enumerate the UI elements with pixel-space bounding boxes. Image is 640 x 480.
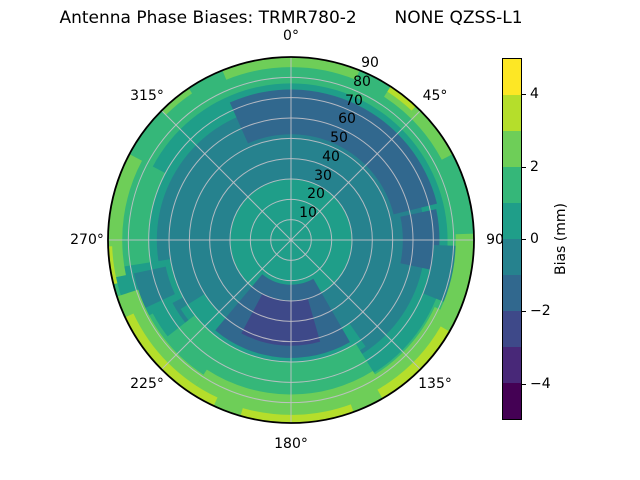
colorbar-tick-mark [522,311,526,312]
colorbar-band [503,239,521,275]
radial-tick-label-30: 30 [314,168,332,184]
radial-tick-label-50: 50 [330,130,348,146]
colorbar-band [503,131,521,167]
colorbar-tick-mark [522,384,526,385]
radial-tick-label-60: 60 [338,111,356,127]
colorbar-tick-label: −2 [530,303,551,319]
contour-region-darkteal-notch-left [133,266,175,308]
contour-region-accent-nw [161,88,193,115]
contour-region-accent-top [222,57,360,80]
radial-tick-label-80: 80 [353,74,371,90]
colorbar-band [503,275,521,311]
colorbar [502,58,522,420]
angular-tick-label-45: 45° [422,88,448,104]
radial-tick-label-40: 40 [322,149,340,165]
colorbar-tick-label: 4 [530,86,539,102]
colorbar-band [503,59,521,95]
colorbar-tick-mark [522,239,526,240]
radial-tick-label-20: 20 [307,186,325,202]
grid-spoke [290,110,421,241]
contour-region-sliver-ne [387,86,416,111]
angular-tick-label-135: 135° [418,376,452,392]
contour-region-sliver-sw [125,313,218,406]
radial-tick-label-90: 90 [361,55,379,71]
colorbar-axis-label: Bias (mm) [553,202,569,276]
colorbar-tick-mark [522,94,526,95]
angular-tick-label-180: 180° [274,436,308,452]
colorbar-band [503,203,521,239]
contour-region-accent-se [370,307,457,399]
colorbar-tick-label: 0 [530,231,539,247]
colorbar-band [503,95,521,131]
colorbar-band [503,311,521,347]
radial-tick-label-10: 10 [299,205,317,221]
page-title: Antenna Phase Biases: TRMR780-2 NONE QZS… [59,8,523,28]
colorbar-tick-label: 2 [530,159,539,175]
colorbar-band [503,383,521,419]
radial-tick-label-70: 70 [345,93,363,109]
contour-region-sliver-left [108,246,118,285]
angular-tick-label-225: 225° [130,376,164,392]
contour-region-sliver-bottom [240,404,354,423]
contour-region-blue-arc-top [229,89,437,215]
angular-tick-label-270: 270° [70,232,104,248]
colorbar-band [503,167,521,203]
angular-tick-label-315: 315° [130,88,164,104]
grid-spoke [161,110,292,241]
angular-tick-label-90: 90 [486,232,504,248]
grid-spoke [290,239,421,370]
colorbar-tick-label: −4 [530,376,551,392]
contour-region-accent-right [436,233,475,326]
contour-region-navy-arc-bottom [241,293,321,346]
polar-outline [107,56,475,424]
colorbar-band [503,347,521,383]
contour-region-accent-ne [384,86,453,160]
contour-region-accent-sw [116,289,204,394]
colorbar-tick-mark [522,167,526,168]
angular-tick-label-0: 0° [283,28,299,44]
grid-spoke [161,239,292,370]
